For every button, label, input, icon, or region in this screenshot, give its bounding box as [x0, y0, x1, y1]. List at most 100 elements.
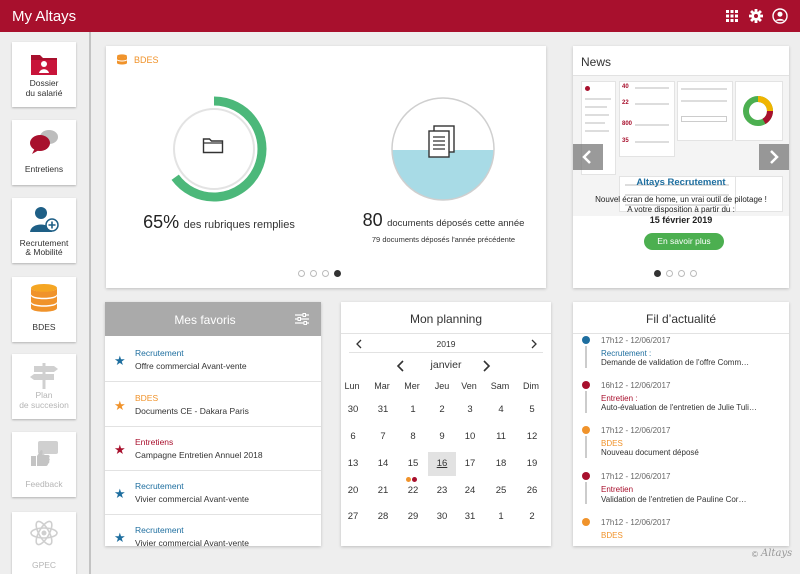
- calendar-event-marker: [412, 477, 417, 482]
- calendar-day[interactable]: 25: [495, 485, 507, 496]
- chat-bubbles-icon: [30, 130, 58, 154]
- calendar-day[interactable]: 12: [526, 431, 538, 442]
- calendar-day[interactable]: 2: [529, 511, 535, 522]
- calendar-day[interactable]: 1: [498, 511, 504, 522]
- calendar-event-marker: [406, 477, 411, 482]
- year-prev-icon[interactable]: [355, 339, 363, 349]
- calendar-day[interactable]: 6: [350, 431, 356, 442]
- chevron-right-icon: [770, 150, 779, 164]
- favorites-header: Mes favoris: [105, 302, 321, 336]
- news-next-button[interactable]: [759, 144, 789, 170]
- weekday-label: Jeu: [434, 381, 450, 391]
- timeline-dot: [582, 472, 590, 480]
- calendar-day[interactable]: 20: [347, 485, 359, 496]
- feed-category[interactable]: BDES: [601, 439, 623, 448]
- favorite-item[interactable]: ★ Recrutement Vivier commercial Avant-ve…: [105, 471, 321, 515]
- sidebar-item-label: Plan: [35, 390, 53, 400]
- calendar-day[interactable]: 2: [439, 404, 445, 415]
- news-read-more-button[interactable]: En savoir plus: [644, 233, 724, 250]
- bdes-carousel-dots: [298, 270, 341, 277]
- calendar-day[interactable]: 9: [439, 431, 445, 442]
- calendar-day[interactable]: 15: [407, 458, 419, 469]
- sidebar-item-plan-succession[interactable]: Plan de succesion: [12, 354, 76, 419]
- news-divider: [573, 75, 789, 76]
- news-prev-button[interactable]: [573, 144, 603, 170]
- carousel-dot[interactable]: [690, 270, 697, 277]
- sidebar-item-label: Recrutement: [19, 238, 69, 248]
- calendar-day[interactable]: 19: [526, 458, 538, 469]
- favorite-item[interactable]: ★ BDES Documents CE - Dakara Paris: [105, 383, 321, 427]
- calendar-day[interactable]: 17: [464, 458, 476, 469]
- favorite-category: Recrutement: [135, 481, 184, 491]
- app-title[interactable]: My Altays: [12, 8, 77, 25]
- favorite-text: Vivier commercial Avant-vente: [135, 538, 250, 546]
- carousel-dot[interactable]: [334, 270, 341, 277]
- calendar-day[interactable]: 23: [436, 485, 448, 496]
- sidebar-item-bdes[interactable]: BDES: [12, 277, 76, 342]
- calendar-day[interactable]: 4: [498, 404, 504, 415]
- calendar-day[interactable]: 14: [377, 458, 389, 469]
- favorite-category: BDES: [135, 393, 159, 403]
- carousel-dot[interactable]: [654, 270, 661, 277]
- top-bar: My Altays: [0, 0, 800, 32]
- carousel-dot[interactable]: [666, 270, 673, 277]
- feed-text[interactable]: Demande de validation de l'offre Comm…: [601, 358, 750, 367]
- calendar-day[interactable]: 5: [529, 404, 535, 415]
- bdes-card: BDES 65% des rubriques remplies 80 docum…: [106, 46, 546, 288]
- sidebar-item-gpec[interactable]: GPEC: [12, 512, 76, 574]
- sidebar-item-entretiens[interactable]: Entretiens: [12, 120, 76, 185]
- calendar-day[interactable]: 7: [380, 431, 386, 442]
- feed-category[interactable]: Recrutement :: [601, 349, 652, 358]
- calendar-day[interactable]: 22: [407, 485, 419, 496]
- timeline-line: [585, 482, 587, 504]
- calendar-day[interactable]: 21: [377, 485, 389, 496]
- documents-text: documents déposés cette année: [387, 218, 525, 229]
- calendar-day[interactable]: 28: [377, 511, 389, 522]
- carousel-dot[interactable]: [298, 270, 305, 277]
- carousel-dot[interactable]: [678, 270, 685, 277]
- month-next-icon[interactable]: [482, 360, 491, 372]
- sidebar-item-label: Feedback: [25, 479, 63, 489]
- month-prev-icon[interactable]: [396, 360, 405, 372]
- calendar-day[interactable]: 31: [464, 511, 476, 522]
- calendar-day[interactable]: 31: [377, 404, 389, 415]
- calendar-day-today[interactable]: 16: [428, 452, 456, 476]
- sidebar-item-dossier[interactable]: Dossier du salarié: [12, 42, 76, 107]
- settings-sliders-icon[interactable]: [294, 313, 310, 325]
- calendar-day[interactable]: 29: [407, 511, 419, 522]
- calendar-day[interactable]: 26: [526, 485, 538, 496]
- calendar-day[interactable]: 18: [495, 458, 507, 469]
- calendar-day[interactable]: 1: [410, 404, 416, 415]
- year-next-icon[interactable]: [530, 339, 538, 349]
- sidebar-item-feedback[interactable]: Feedback: [12, 432, 76, 497]
- calendar-day[interactable]: 13: [347, 458, 359, 469]
- favorite-item[interactable]: ★ Entretiens Campagne Entretien Annuel 2…: [105, 427, 321, 471]
- calendar-day[interactable]: 8: [410, 431, 416, 442]
- calendar-day[interactable]: 30: [436, 511, 448, 522]
- feed-text[interactable]: Auto-évaluation de l'entretien de Julie …: [601, 403, 757, 412]
- calendar-day[interactable]: 3: [467, 404, 473, 415]
- planning-card: Mon planning 2019 janvier Lun Mar Mer Je…: [341, 302, 551, 546]
- calendar-day[interactable]: 30: [347, 404, 359, 415]
- favorite-text: Vivier commercial Avant-vente: [135, 494, 250, 504]
- bdes-label[interactable]: BDES: [134, 55, 159, 65]
- feed-category[interactable]: BDES: [601, 531, 623, 540]
- calendar-day[interactable]: 27: [347, 511, 359, 522]
- calendar-day[interactable]: 24: [464, 485, 476, 496]
- feed-text[interactable]: Validation de l'entretien de Pauline Cor…: [601, 495, 747, 504]
- atom-icon: [30, 520, 58, 546]
- user-account-icon[interactable]: [772, 8, 788, 24]
- feed-text[interactable]: Nouveau document déposé: [601, 448, 699, 457]
- carousel-dot[interactable]: [310, 270, 317, 277]
- apps-grid-icon[interactable]: [724, 8, 740, 24]
- calendar-day[interactable]: 10: [464, 431, 476, 442]
- favorite-item[interactable]: ★ Recrutement Offre commercial Avant-ven…: [105, 338, 321, 382]
- favorite-item[interactable]: ★ Recrutement Vivier commercial Avant-ve…: [105, 515, 321, 546]
- feed-category[interactable]: Entretien: [601, 485, 634, 494]
- gear-icon[interactable]: [748, 8, 764, 24]
- planning-divider: [341, 333, 551, 334]
- carousel-dot[interactable]: [322, 270, 329, 277]
- calendar-day[interactable]: 11: [496, 431, 506, 442]
- sidebar-item-recrutement[interactable]: Recrutement & Mobilité: [12, 198, 76, 263]
- feed-category[interactable]: Entretien :: [601, 394, 638, 403]
